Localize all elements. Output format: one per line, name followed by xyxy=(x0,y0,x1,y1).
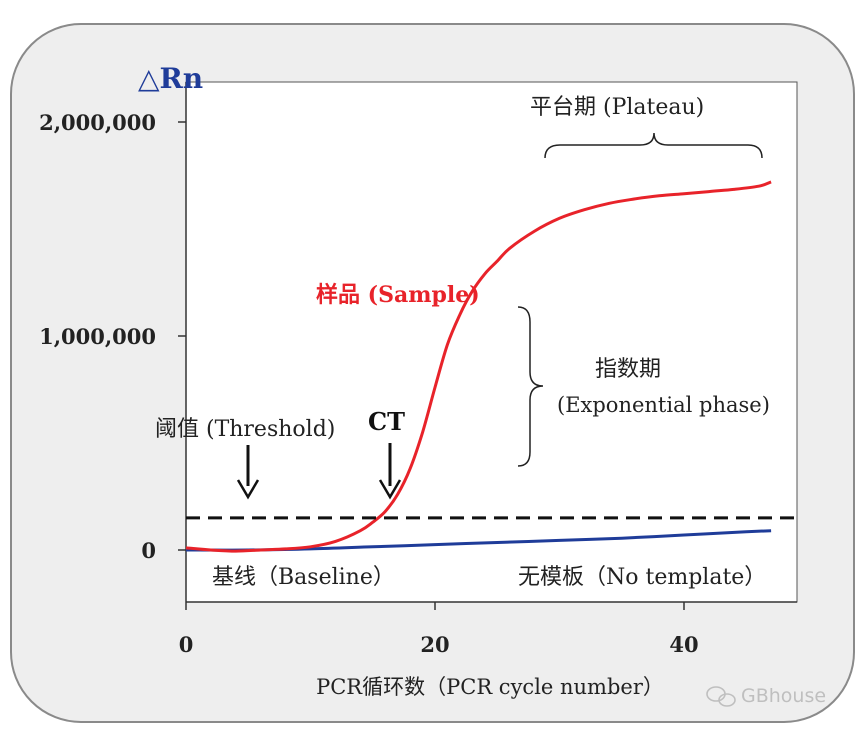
y-tick-label: 1,000,000 xyxy=(39,324,156,349)
plateau-label: 平台期 (Plateau) xyxy=(530,95,704,120)
ct-arrow-head xyxy=(378,479,402,500)
sample-label: 样品 (Sample) xyxy=(316,282,480,308)
no-template-label: 无模板（No template） xyxy=(518,565,766,590)
sample-line xyxy=(186,180,772,553)
exponential-label-cn: 指数期 xyxy=(595,357,661,382)
x-tick-label: 20 xyxy=(420,632,449,657)
x-ticks: 0 20 40 xyxy=(179,602,699,657)
watermark-text: GBhouse xyxy=(741,685,826,707)
y-ticks: 0 1,000,000 2,000,000 xyxy=(39,110,186,563)
y-tick-label: 0 xyxy=(141,538,156,563)
exponential-label-en: (Exponential phase) xyxy=(557,393,770,417)
baseline-label: 基线（Baseline） xyxy=(212,565,395,590)
watermark: GBhouse xyxy=(706,685,826,707)
x-tick-label: 40 xyxy=(669,632,698,657)
x-axis-label: PCR循环数（PCR cycle number） xyxy=(316,675,664,699)
threshold-arrow-head xyxy=(236,479,260,500)
plateau-brace xyxy=(544,132,763,159)
y-axis-label: △Rn xyxy=(138,62,203,95)
y-tick-label: 2,000,000 xyxy=(39,110,156,135)
chat-bubble-icon xyxy=(706,686,736,707)
ct-label: CT xyxy=(368,407,405,436)
threshold-label: 阈值 (Threshold) xyxy=(155,417,335,442)
exponential-brace xyxy=(517,306,544,467)
x-tick-label: 0 xyxy=(179,632,194,657)
plot-area xyxy=(185,81,798,603)
